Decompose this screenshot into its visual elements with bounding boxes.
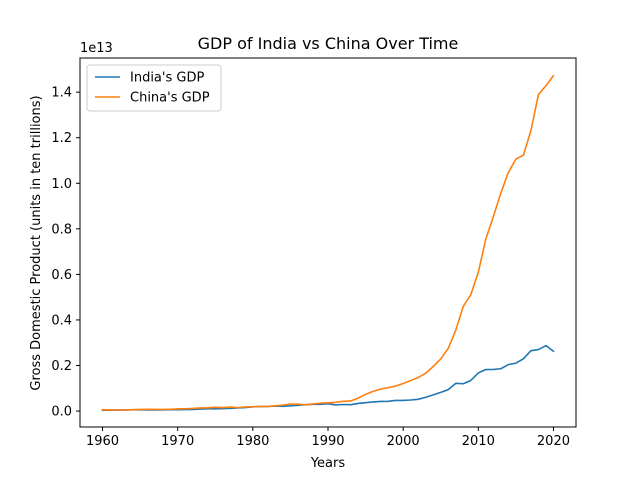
x-tick-label: 2000: [387, 434, 420, 449]
y-tick-label: 0.0: [51, 405, 72, 420]
y-axis-offset-text: 1e13: [80, 41, 113, 56]
x-tick-label: 1990: [311, 434, 344, 449]
x-tick-label: 2020: [537, 434, 570, 449]
y-tick-label: 0.8: [51, 222, 72, 237]
y-tick-label: 0.4: [51, 313, 72, 328]
series-line-china: [101, 74, 555, 411]
y-tick-label: 1.2: [51, 131, 72, 146]
x-axis-title: Years: [310, 456, 346, 471]
x-tick-label: 1970: [161, 434, 194, 449]
x-tick-label: 1980: [236, 434, 269, 449]
plot-area: 1960 1970 1980 1990 2000 2010 2020 0.0 0.2 0.4 0.6…: [51, 57, 577, 449]
y-tick-label: 0.6: [51, 268, 72, 283]
legend-box: [86, 64, 222, 112]
chart-title: GDP of India vs China Over Time: [198, 34, 459, 53]
x-tick-label: 2010: [462, 434, 495, 449]
y-tick-label: 1.4: [51, 86, 72, 101]
y-tick-label: 0.2: [51, 359, 72, 374]
y-tick-label: 1.0: [51, 177, 72, 192]
legend-label-india: India's GDP: [130, 71, 204, 86]
y-axis-title: Gross Domestic Product (units in ten tri…: [29, 95, 44, 390]
legend-label-china: China's GDP: [130, 91, 210, 106]
x-tick-label: 1960: [86, 434, 119, 449]
